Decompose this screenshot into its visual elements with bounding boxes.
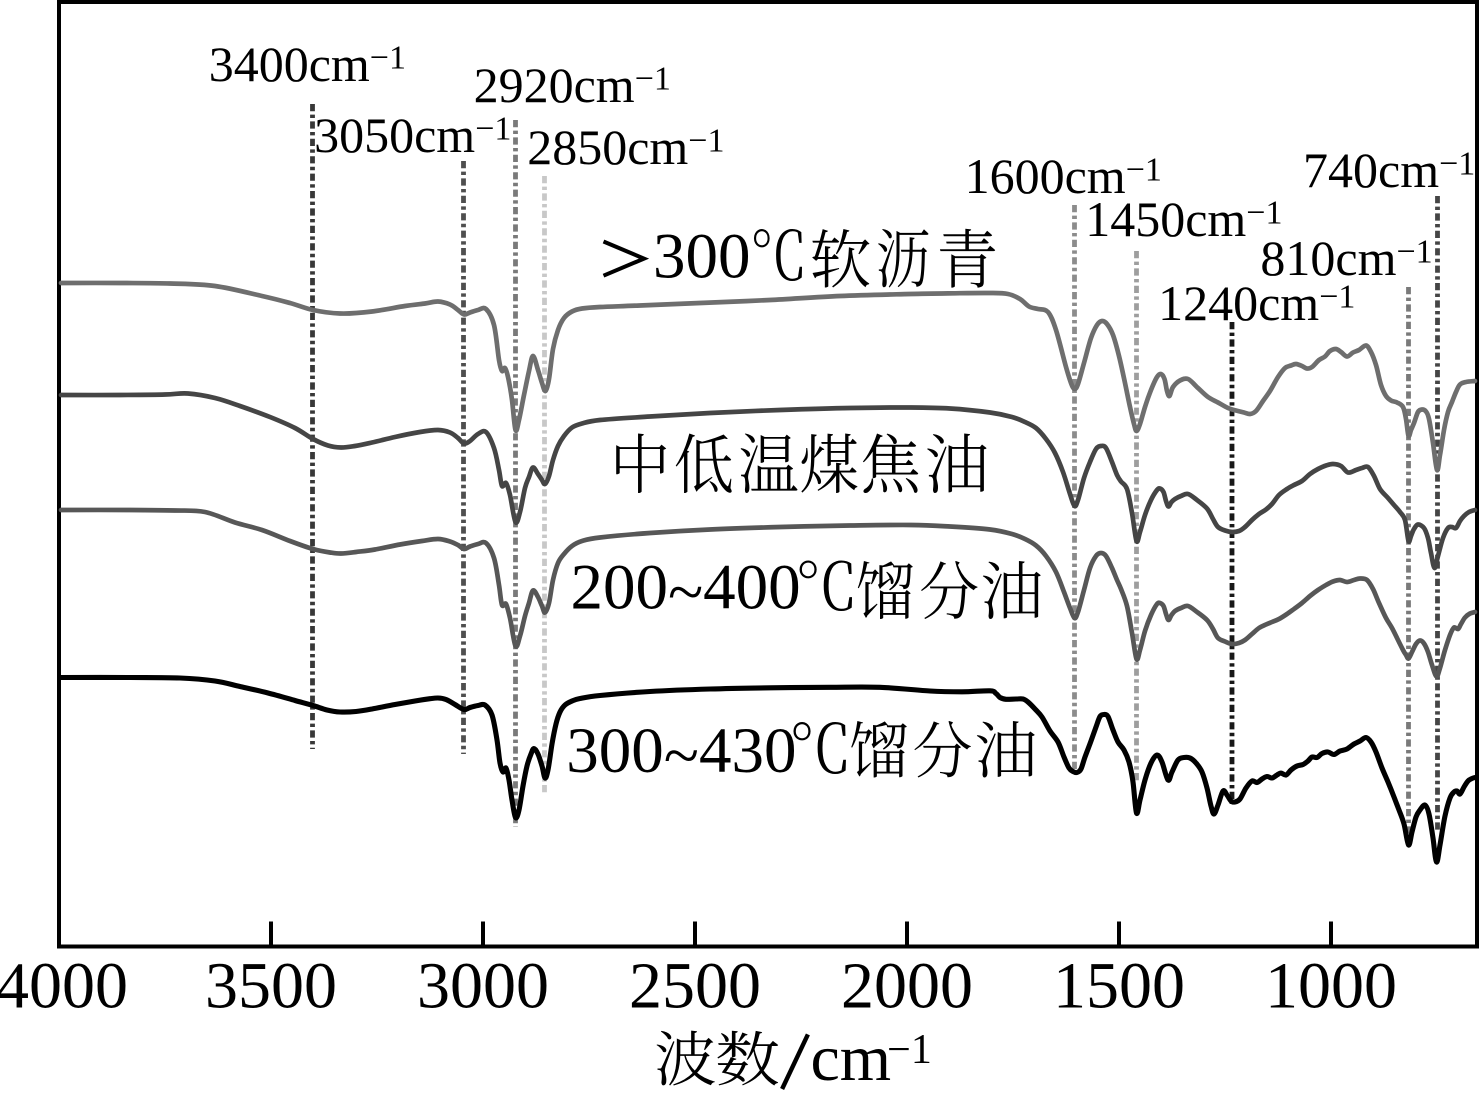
svg-text:2500: 2500 [629, 950, 761, 1023]
svg-text:200~400: 200~400 [571, 552, 801, 629]
svg-text:3000: 3000 [417, 950, 549, 1023]
svg-text:3500: 3500 [205, 950, 337, 1023]
svg-text:3050cm−1: 3050cm−1 [314, 107, 511, 163]
svg-text:300: 300 [653, 220, 751, 292]
svg-text:2850cm−1: 2850cm−1 [527, 119, 724, 175]
svg-text:300~430: 300~430 [566, 715, 796, 792]
svg-text:1000: 1000 [1265, 950, 1397, 1023]
svg-text:4000: 4000 [0, 950, 128, 1023]
svg-text:2000: 2000 [841, 950, 973, 1023]
svg-text:1500: 1500 [1053, 950, 1185, 1023]
